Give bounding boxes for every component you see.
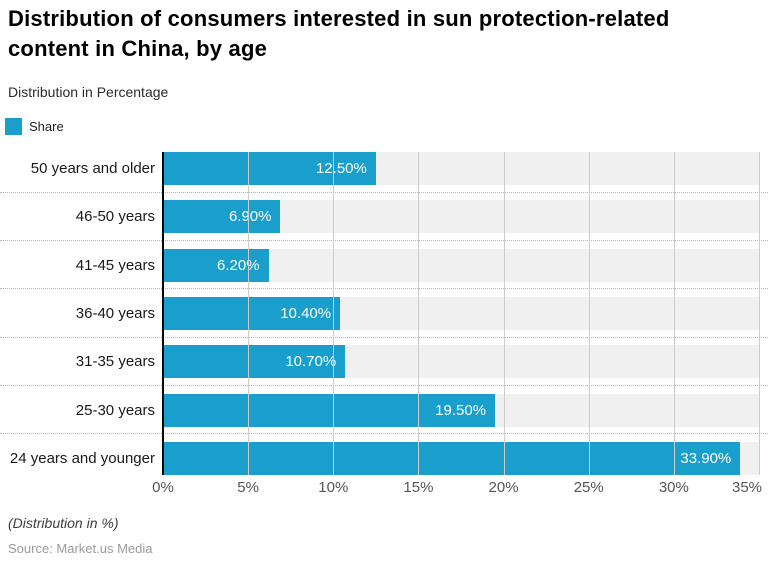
gridline-5 — [248, 152, 249, 475]
axis-note: (Distribution in %) — [8, 515, 119, 531]
bar-50-years-and-older: 12.50% — [163, 152, 376, 185]
row-separator-line — [0, 240, 768, 241]
bar-31-35-years: 10.70% — [163, 345, 346, 379]
category-label: 46-50 years — [75, 208, 155, 226]
bar-value-label: 33.90% — [680, 450, 732, 467]
x-tick-label-25: 25% — [573, 479, 604, 496]
category-label: 50 years and older — [30, 160, 155, 177]
x-tick-label-5: 5% — [237, 479, 259, 496]
bar-24-years-and-younger: 33.90% — [163, 442, 741, 475]
gridline-30 — [674, 152, 675, 475]
gridline-25 — [589, 152, 590, 475]
row-background-band: 6.20% — [163, 248, 759, 282]
bar-46-50-years: 6.90% — [163, 200, 281, 234]
row-background-band: 33.90% — [163, 442, 759, 475]
row-separator-line — [0, 336, 768, 338]
x-axis: 0% 5% 10% 15% 20% 25% 30% 35% — [0, 479, 768, 497]
gridline-10 — [333, 152, 334, 475]
row-separator-line — [0, 433, 768, 435]
source-credit: Source: Market.us Media — [8, 541, 153, 556]
bar-value-label: 10.40% — [280, 305, 332, 322]
x-tick-label-0: 0% — [152, 479, 174, 496]
chart-row: 50 years and older 12.50% — [0, 152, 768, 185]
row-background-band: 10.70% — [163, 345, 759, 379]
row-separator-line — [0, 191, 768, 193]
bar-value-label: 12.50% — [315, 160, 367, 177]
y-axis-baseline — [162, 152, 164, 475]
gridline-20 — [504, 152, 505, 475]
legend-label: Share — [29, 118, 64, 134]
category-label: 24 years and younger — [9, 450, 155, 467]
category-label: 25-30 years — [75, 401, 155, 419]
row-separator-line — [0, 288, 768, 290]
row-background-band: 10.40% — [163, 297, 759, 330]
bar-25-30-years: 19.50% — [163, 393, 496, 427]
category-label: 31-35 years — [75, 353, 155, 371]
row-background-band: 6.90% — [163, 200, 759, 234]
gridline-15 — [418, 152, 419, 475]
chart-row: 46-50 years 6.90% — [0, 200, 768, 234]
bar-chart-plot-area: 50 years and older 12.50% 46-50 years 6.90%… — [0, 152, 768, 475]
x-tick-label-10: 10% — [318, 479, 349, 496]
row-separator-line — [0, 385, 768, 386]
legend-color-swatch — [5, 117, 22, 135]
row-background-band: 12.50% — [163, 152, 759, 185]
chart-row: 31-35 years 10.70% — [0, 345, 768, 379]
bar-value-label: 19.50% — [435, 401, 487, 419]
gridline-35 — [759, 152, 760, 475]
bar-value-label: 6.90% — [228, 208, 272, 226]
chart-row: 36-40 years 10.40% — [0, 297, 768, 330]
chart-row: 24 years and younger 33.90% — [0, 442, 768, 475]
x-tick-label-30: 30% — [658, 479, 689, 496]
row-background-band: 19.50% — [163, 393, 759, 427]
x-tick-label-15: 15% — [403, 479, 434, 496]
chart-title: Distribution of consumers interested in … — [8, 6, 670, 62]
bar-value-label: 6.20% — [217, 256, 260, 274]
bar-41-45-years: 6.20% — [163, 248, 269, 282]
chart-subtitle: Distribution in Percentage — [8, 84, 169, 100]
chart-row: 41-45 years 6.20% — [0, 248, 768, 282]
bar-value-label: 10.70% — [285, 353, 337, 371]
category-label: 41-45 years — [75, 256, 155, 274]
category-label: 36-40 years — [75, 305, 155, 322]
chart-row: 25-30 years 19.50% — [0, 393, 768, 427]
x-tick-label-20: 20% — [488, 479, 519, 496]
legend: Share — [5, 117, 64, 135]
x-tick-label-35: 35% — [731, 479, 763, 496]
bar-36-40-years: 10.40% — [163, 297, 341, 330]
